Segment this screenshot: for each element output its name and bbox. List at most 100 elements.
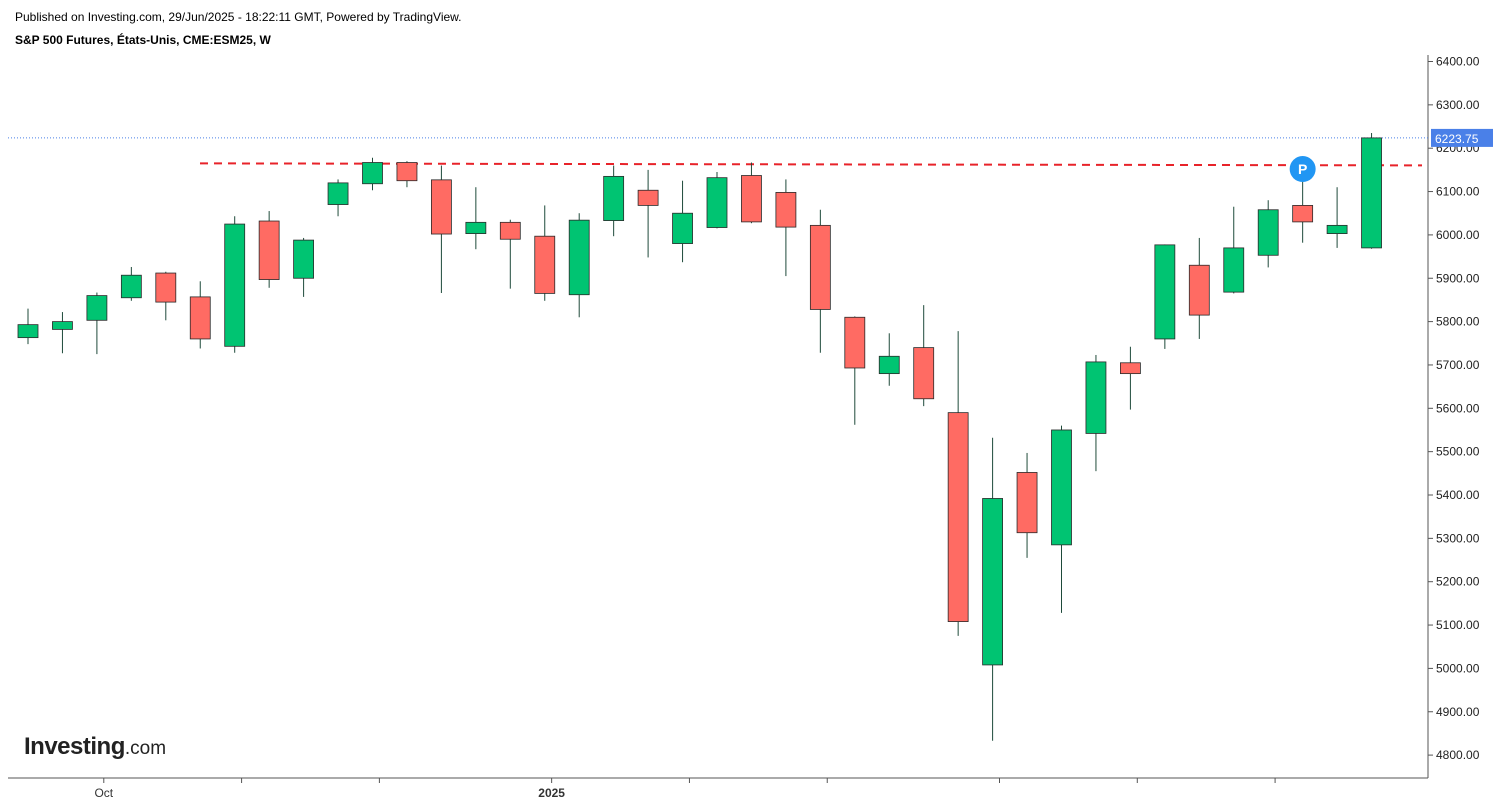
- candle-body-down: [637, 189, 659, 206]
- candle-body-down: [741, 175, 762, 223]
- candle-body-down: [775, 192, 797, 228]
- logo-suffix: .com: [124, 738, 167, 759]
- resistance-line: [199, 162, 1423, 167]
- candle-body-up: [568, 219, 590, 296]
- y-tick-label: 4900.00: [1436, 705, 1480, 719]
- candle-body-down: [844, 316, 866, 369]
- candle: [120, 266, 142, 301]
- candle: [878, 333, 900, 386]
- candle: [189, 281, 211, 349]
- candle: [844, 316, 866, 425]
- candle-body-down: [809, 224, 831, 310]
- candle: [224, 216, 246, 353]
- candle: [947, 331, 969, 636]
- candle-body-up: [706, 177, 728, 228]
- y-tick-label: 5700.00: [1436, 358, 1480, 372]
- candle: [1188, 237, 1210, 339]
- candle-body-up: [1361, 137, 1382, 249]
- candle-body-up: [52, 321, 73, 330]
- candle: [499, 219, 521, 289]
- candle-body-up: [224, 223, 246, 347]
- candle-body-up: [86, 295, 108, 321]
- candle-body-down: [258, 220, 280, 280]
- logo-main: Investing: [24, 733, 125, 760]
- candle: [706, 172, 728, 229]
- y-tick-label: 5300.00: [1436, 531, 1480, 545]
- candle-body-down: [396, 162, 418, 182]
- candle: [534, 205, 556, 301]
- candle: [52, 312, 73, 354]
- y-tick-label: 5900.00: [1436, 271, 1480, 285]
- candle-body-up: [878, 355, 900, 375]
- candle-body-down: [1120, 362, 1141, 375]
- y-tick-label: 5800.00: [1436, 315, 1480, 329]
- candle-body-down: [534, 235, 556, 294]
- x-tick-label: 2025: [538, 786, 565, 800]
- x-tick-label: Oct: [94, 786, 113, 800]
- candle-body-down: [1188, 264, 1210, 316]
- y-tick-label: 5200.00: [1436, 575, 1480, 589]
- candle: [1292, 178, 1314, 243]
- candle: [327, 179, 349, 217]
- candle-body-down: [499, 221, 521, 240]
- candle: [1257, 200, 1279, 268]
- candle-body-down: [1292, 205, 1314, 223]
- marker-circle: [1289, 156, 1316, 183]
- candle: [1361, 133, 1382, 249]
- candle-body-down: [913, 347, 935, 400]
- candle: [637, 169, 659, 258]
- candle: [1154, 244, 1176, 349]
- candle: [1223, 206, 1245, 294]
- y-tick-label: 6000.00: [1436, 228, 1480, 242]
- candle: [465, 187, 487, 250]
- candle-body-down: [189, 296, 211, 340]
- y-tick-label: 4800.00: [1436, 748, 1480, 762]
- candle: [430, 165, 452, 293]
- candle: [258, 211, 280, 288]
- y-tick-label: 5100.00: [1436, 618, 1480, 632]
- candle: [396, 161, 418, 188]
- chart-title: S&P 500 Futures, États-Unis, CME:ESM25, …: [15, 33, 271, 47]
- candle-body-up: [327, 182, 349, 205]
- y-tick-label: 5000.00: [1436, 661, 1480, 675]
- investing-logo: Investing.com: [24, 733, 166, 761]
- candle-body-up: [982, 498, 1003, 666]
- y-tick-label: 5400.00: [1436, 488, 1480, 502]
- candle-body-up: [1085, 361, 1107, 434]
- candle: [1085, 354, 1107, 472]
- last-price-box: [1431, 128, 1493, 147]
- candle: [155, 271, 177, 321]
- y-tick-label: 5600.00: [1436, 401, 1480, 415]
- candle-body-up: [362, 162, 383, 185]
- candle-body-up: [17, 324, 39, 339]
- candle-body-down: [155, 272, 177, 303]
- candle: [741, 162, 762, 224]
- candle-body-up: [1223, 247, 1245, 293]
- candle-body-down: [430, 179, 452, 235]
- candle: [293, 237, 315, 297]
- candle: [568, 213, 590, 318]
- candle: [1051, 425, 1072, 613]
- candle-body-up: [1257, 209, 1279, 256]
- y-tick-label: 6300.00: [1436, 98, 1480, 112]
- candle-body-up: [120, 274, 142, 299]
- candle: [775, 179, 797, 277]
- candle: [1326, 187, 1348, 248]
- candle-body-up: [1051, 429, 1072, 546]
- candle: [17, 308, 39, 345]
- candle-body-down: [947, 412, 969, 622]
- candle: [913, 305, 935, 407]
- candle: [982, 437, 1003, 741]
- candle-body-up: [603, 175, 625, 221]
- candle: [672, 180, 693, 263]
- y-tick-label: 5500.00: [1436, 445, 1480, 459]
- last-price-label: 6223.75: [1435, 132, 1479, 146]
- marker-label: P: [1298, 161, 1307, 177]
- candle: [86, 292, 108, 355]
- candle-body-up: [1326, 224, 1348, 234]
- candle-body-up: [672, 212, 693, 244]
- candle-body-down: [1016, 472, 1038, 534]
- candle: [809, 209, 831, 353]
- candle: [603, 165, 625, 237]
- candle: [362, 157, 383, 191]
